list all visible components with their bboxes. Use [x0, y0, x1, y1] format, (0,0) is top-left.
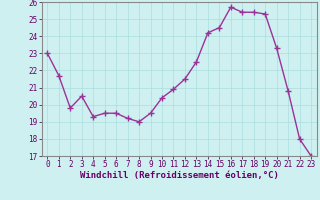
X-axis label: Windchill (Refroidissement éolien,°C): Windchill (Refroidissement éolien,°C): [80, 171, 279, 180]
